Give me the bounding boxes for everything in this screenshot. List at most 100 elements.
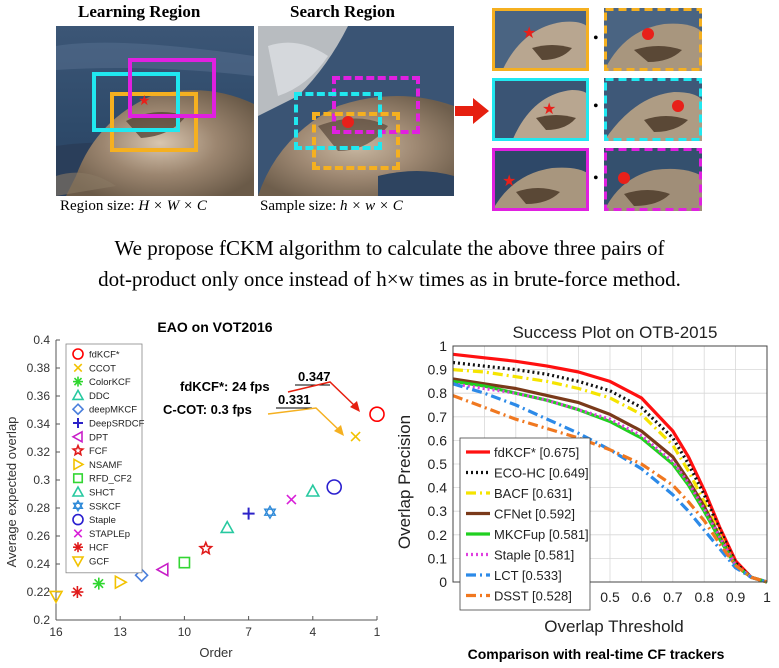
region-size-math: H × W × C [138,198,207,214]
otb-ytick-label: 0.7 [428,409,448,425]
learning-box-orange [110,92,198,152]
caption-line-2: dot-product only once instead of h×w tim… [98,267,681,291]
eao-legend-label: deepMKCF [89,405,137,416]
eao-point-dpt [155,562,169,577]
eao-legend-marker-staple [72,513,84,526]
eao-point-staplep [286,494,297,505]
method-caption: We propose fCKM algorithm to calculate t… [0,233,779,295]
eao-xtick-label: 1 [374,625,381,639]
otb-axes-box [452,345,768,583]
otb-xtick-label: 0.6 [632,589,652,605]
eao-legend-marker-ddc [71,388,85,401]
eao-ytick-label: 0.3 [33,473,50,487]
eao-legend: fdKCF* CCOT ColorKCF DDC deepMKCF DeepSRDCF DP… [65,343,145,574]
patch-search-cyan [604,78,702,141]
svg-text:★: ★ [542,101,556,118]
eao-legend-marker-sskcf [72,499,84,513]
eao-xtick-label: 4 [309,625,316,639]
learning-box-cyan [92,72,180,132]
eao-legend-label: NSAMF [89,460,122,471]
otb-ytick-label: 0.5 [428,456,448,472]
eao-legend-label: FCF [89,446,108,457]
eao-ytick-label: 0.24 [27,557,51,571]
otb-ytick-label: 0 [439,574,447,590]
otb-line-lct-0-533 [452,382,768,584]
eao-legend-marker-ccot [73,363,83,373]
eao-point-ddc [219,519,235,534]
otb-xtick-label: 0.7 [663,589,683,605]
otb-legend-label: ECO-HC [0.649] [494,466,589,481]
eao-legend-label: SSKCF [89,501,121,512]
eao-legend-label: fdKCF* [89,350,120,361]
eao-ytick-label: 0.4 [33,333,50,347]
region-size-caption: Region size: H × W × C [60,198,207,215]
region-size-label: Region size: [60,198,135,214]
eao-point-shct [305,483,321,497]
eao-ylabel: Average expected overlap [4,417,19,568]
otb-legend-label: Staple [0.581] [494,548,574,563]
search-box-cyan [294,92,382,150]
otb-title: Success Plot on OTB-2015 [512,323,717,342]
otb-xtick-label: 1 [763,589,771,605]
sample-size-label: Sample size: [260,198,337,214]
otb-xtick-label: 0.9 [726,589,746,605]
otb-ylabel: Overlap Precision [396,415,414,549]
eao-point-colorkcf [92,577,105,590]
learning-center-star: ★ [138,94,151,109]
patch-search-orange [604,8,702,71]
otb-success-chart: Success Plot on OTB-2015 0 0.1 0.2 0.3 0.4 0.… [396,323,771,662]
eao-legend-label: GCF [89,557,109,568]
eao-ytick-label: 0.28 [27,501,51,515]
eao-xtick-label: 13 [114,625,128,639]
eao-point-deepsrdcf [242,507,255,520]
otb-ytick-label: 0.1 [428,550,448,566]
otb-legend-label: DSST [0.528] [494,589,572,604]
otb-ytick-label: 1 [439,338,447,354]
eao-xtick-label: 7 [245,625,252,639]
eao-legend-marker-colorkcf [73,376,83,387]
otb-legend-label: BACF [0.631] [494,486,572,501]
eao-legend-label: DPT [89,432,108,443]
eao-legend-marker-shct [71,485,85,497]
eao-point-ccot [350,431,361,442]
ccot-arrow [267,407,341,432]
eao-xtick-label: 16 [49,625,63,639]
search-box-magenta [332,76,420,134]
otb-legend-label: MKCFup [0.581] [494,527,589,542]
eao-xtick-label: 10 [178,625,192,639]
eao-legend-label: DDC [89,391,110,402]
learning-region-image [56,26,254,196]
otb-ytick-label: 0.2 [428,527,448,543]
otb-legend-label: LCT [0.533] [494,568,562,583]
eao-point-fdkcf [369,406,385,422]
eao-point-hcf [71,586,84,598]
search-box-orange [312,112,400,170]
eao-legend-marker-fdkcf [72,348,84,360]
eao-point-nsamf [114,574,128,590]
eao-markers [48,406,385,604]
eao-ytick-label: 0.26 [27,529,51,543]
eao-point-deepmkcf [134,568,149,583]
eao-legend-marker-hcf [73,542,83,553]
dot-operator-3: • [593,170,599,187]
dot-operator-1: • [593,30,599,47]
otb-legend-label: fdKCF* [0.675] [494,445,579,460]
eao-legend-label: HCF [89,543,109,554]
eao-legend-label: STAPLEp [89,529,130,540]
caption-line-1: We propose fCKM algorithm to calculate t… [114,236,665,260]
ccot-speed-label: C-COT: 0.3 fps [163,402,252,417]
eao-legend-label: Staple [89,515,116,526]
otb-xlabel: Overlap Threshold [544,617,684,636]
otb-legend: fdKCF* [0.675] ECO-HC [0.649] BACF [0.631]… [459,437,591,611]
otb-caption: Comparison with real-time CF trackers [468,646,725,662]
eao-point-staple [326,479,343,495]
eao-ytick-label: 0.38 [27,361,51,375]
learning-region-header: Learning Region [78,2,201,21]
otb-lines [452,352,768,584]
ccot-arrowhead [334,425,344,436]
otb-ytick-label: 0.4 [428,480,448,496]
eao-ytick-label: 0.32 [27,445,51,459]
eao-legend-label: RFD_CF2 [89,474,132,485]
fdkcf-value-label: 0.347 [298,369,331,384]
sample-size-caption: Sample size: h × w × C [260,198,403,215]
